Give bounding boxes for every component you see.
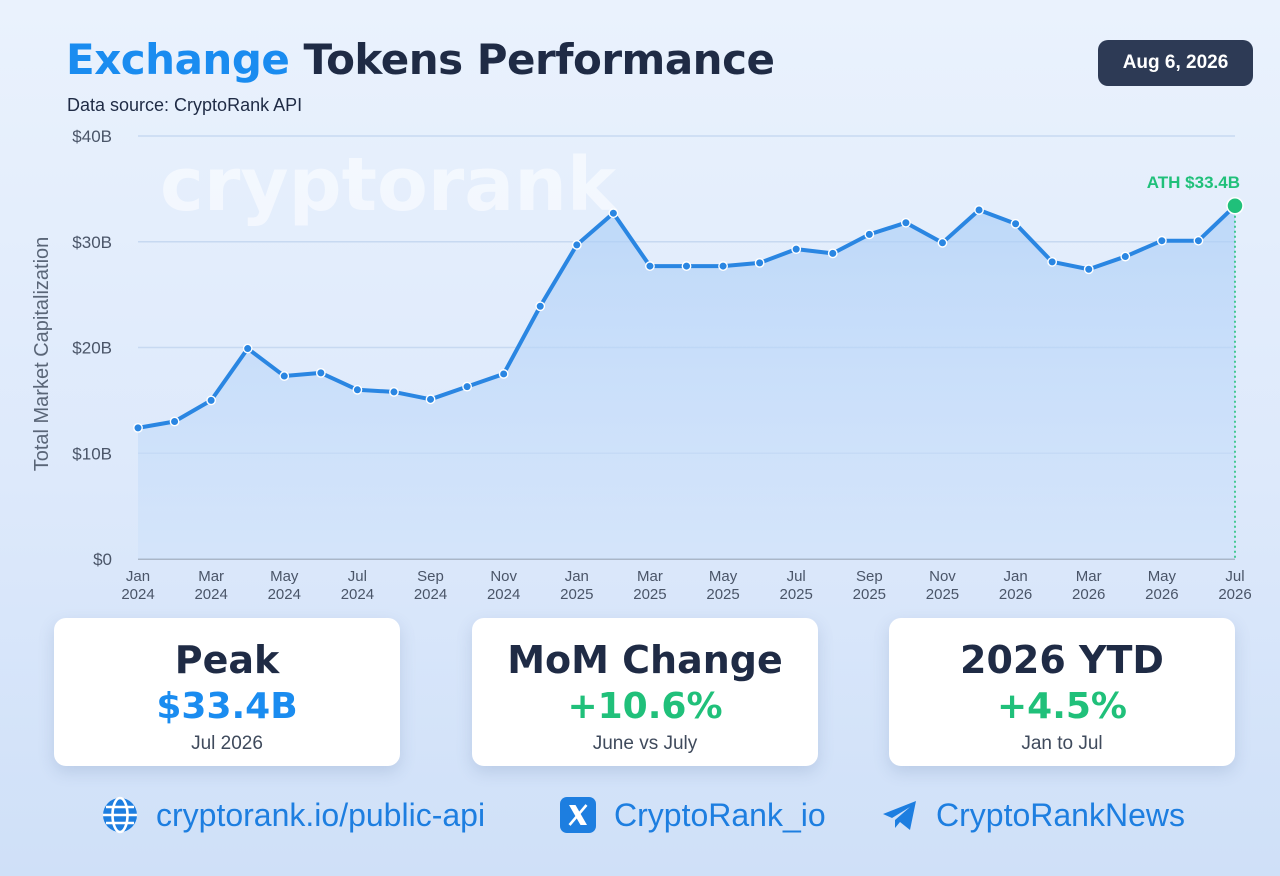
data-point [571,240,582,250]
peak-value: $33.4B [156,686,298,727]
x-tick-label: Mar 2025 [633,568,666,603]
footer-x[interactable]: CryptoRank_io [558,792,826,838]
footer-telegram[interactable]: CryptoRankNews [880,792,1185,838]
x-tick-label: Jul 2024 [341,568,374,603]
mom-value: +10.6% [567,686,723,727]
title-rest: Tokens Performance [303,35,775,84]
y-tick-label: $20B [72,339,112,358]
data-source: Data source: CryptoRank API [67,95,303,115]
x-tick-label: Jul 2026 [1218,568,1251,603]
telegram-link[interactable]: CryptoRankNews [936,796,1185,833]
peak-title: Peak [174,638,280,682]
x-tick-label: Jan 2025 [560,568,593,603]
data-point [133,422,143,433]
y-tick-label: $40B [72,127,112,146]
data-point [1083,264,1094,275]
date-badge: Aug 6, 2026 [1098,40,1253,86]
globe-icon [103,796,137,834]
chart-area-fill [138,205,1235,560]
ath-annotation: ATH $33.4B [1147,173,1240,192]
data-point [1120,251,1131,262]
data-point [718,261,728,271]
data-point [169,416,180,427]
x-tick-label: Jan 2026 [999,568,1032,603]
x-tick-label: Jan 2024 [121,568,154,603]
data-point [1047,256,1058,267]
ytd-note: Jan to Jul [1021,733,1103,754]
data-point [791,244,802,255]
x-tick-label: May 2026 [1145,568,1178,603]
mom-title: MoM Change [507,638,783,682]
data-point [462,381,472,392]
y-tick-label: $10B [72,444,112,463]
data-point [901,217,911,228]
data-point [974,205,984,215]
data-point [681,261,692,271]
footer-website[interactable]: cryptorank.io/public-api [100,792,485,838]
telegram-icon [883,801,916,830]
x-tick-label: Nov 2025 [926,568,959,603]
data-point [425,394,436,405]
data-point [937,237,948,248]
x-tick-label: May 2024 [268,568,301,603]
ytd-value: +4.5% [996,686,1127,727]
data-point [206,395,217,406]
data-point [1010,218,1021,229]
x-logo-icon [560,797,596,833]
x-tick-label: Mar 2026 [1072,568,1105,603]
data-point [864,229,875,240]
ytd-title: 2026 YTD [960,638,1164,682]
x-tick-label: May 2025 [706,568,739,603]
x-handle-link[interactable]: CryptoRank_io [614,796,826,833]
title-accent: Exchange [66,35,290,84]
data-point [754,257,765,268]
x-tick-label: Sep 2025 [853,568,886,603]
data-point [1156,235,1167,246]
y-axis-title: Total Market Capitalization [31,237,53,472]
x-tick-label: Jul 2025 [780,568,813,603]
peak-card: Peak $33.4B Jul 2026 [54,618,400,766]
mom-note: June vs July [592,733,698,754]
data-point [608,208,619,219]
y-tick-label: $30B [72,233,112,252]
x-tick-label: Nov 2024 [487,568,520,603]
data-point [535,301,546,312]
data-point [315,367,326,378]
data-point [827,248,838,259]
market-cap-chart: cryptorank $0 $10B $20B $30B $40B Jan 2024 Mar… [31,127,1252,603]
page-title: Exchange Tokens Performance [66,34,775,86]
peak-note: Jul 2026 [191,733,263,754]
website-link[interactable]: cryptorank.io/public-api [156,796,486,833]
watermark: cryptorank [160,142,618,228]
data-point [498,369,509,379]
mom-change-card: MoM Change +10.6% June vs July [472,618,818,766]
data-point [1193,235,1204,246]
x-tick-label: Mar 2024 [194,568,227,603]
data-point [389,387,399,397]
data-point [279,371,290,381]
ytd-card: 2026 YTD +4.5% Jan to Jul [889,618,1235,766]
y-tick-label: $0 [93,550,112,569]
ath-point [1226,197,1244,215]
data-point [352,384,363,395]
x-tick-label: Sep 2024 [414,568,447,603]
data-point [242,343,253,354]
data-point [645,261,655,271]
